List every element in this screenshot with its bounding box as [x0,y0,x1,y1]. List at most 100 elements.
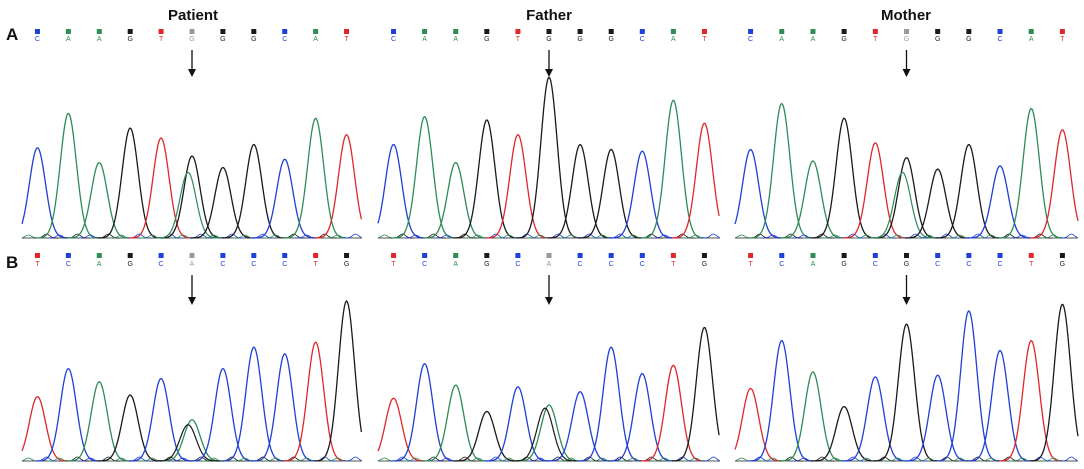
base-call-marker [872,253,878,258]
base-call-letter: G [702,261,707,268]
variant-arrow-icon [545,69,553,77]
trace-peak [811,117,876,239]
trace-peak [967,165,1032,239]
trace-peak [314,133,363,239]
row-label-a: A [6,25,18,44]
trace-peak [485,134,550,239]
base-call-marker [453,253,459,258]
column-title-father: Father [526,7,572,24]
base-call-letter: T [313,261,318,268]
base-call-letter: C [251,261,256,268]
base-call-marker [639,29,645,34]
base-call-letter: A [66,36,71,43]
variant-arrow-icon [188,69,196,77]
trace-peak [516,76,581,239]
base-call-letter: A [453,261,458,268]
base-call-letter: G [251,36,256,43]
base-call-letter: C [282,36,287,43]
base-call-marker [484,253,490,258]
trace-secondary-peak [155,424,220,462]
trace-peak [998,107,1063,239]
trace-peak [734,148,783,239]
base-call-marker [391,253,397,258]
base-call-letter: C [748,36,753,43]
trace-peak [874,157,939,239]
base-call-letter: G [127,36,132,43]
base-call-marker [701,253,707,258]
base-call-letter: G [344,261,349,268]
trace-peak [1029,129,1079,239]
trace-noise [343,456,362,462]
base-call-letter: A [811,36,816,43]
trace-noise [701,456,720,462]
base-call-marker [96,29,102,34]
base-call-marker [158,253,164,258]
base-call-letter: C [966,261,971,268]
trace-peak [190,166,255,239]
base-call-marker [841,253,847,258]
variant-arrow-icon [902,297,911,305]
base-call-letter: A [671,36,676,43]
base-call-marker [1059,29,1065,34]
base-call-marker [779,29,785,34]
base-call-letter: A [547,261,552,268]
trace-peak [640,364,706,462]
trace-noise [1059,233,1078,239]
base-call-marker [251,29,257,34]
trace-peak [377,144,426,239]
trace-peak [811,405,876,462]
base-call-letter: T [1060,36,1065,43]
base-call-letter: T [344,36,349,43]
base-call-marker [779,253,785,258]
base-call-marker [344,29,350,34]
trace-peak [749,340,814,462]
base-call-letter: C [998,261,1003,268]
base-call-marker [748,253,754,258]
base-call-letter: C [159,261,164,268]
base-call-letter: C [422,261,427,268]
trace-peak [609,372,674,462]
base-call-marker [966,253,972,258]
trace-peak [36,112,101,239]
base-call-marker [65,29,71,34]
base-call-letter: G [484,261,489,268]
base-call-letter: A [97,261,102,268]
base-call-letter: T [702,36,707,43]
base-call-marker [344,253,350,258]
trace-peak [749,102,814,239]
base-call-letter: C [578,261,583,268]
trace-peak [21,147,70,239]
trace-peak [190,367,255,462]
base-call-letter: T [516,36,521,43]
base-call-marker [546,29,552,34]
base-call-marker [127,29,133,34]
base-call-marker [65,253,71,258]
base-call-letter: C [640,36,645,43]
base-call-marker [251,253,257,258]
base-call-letter: T [1029,261,1034,268]
base-call-marker [313,253,319,258]
base-call-marker [484,29,490,34]
base-call-letter: T [873,36,878,43]
base-call-marker [608,29,614,34]
base-call-letter: G [220,36,225,43]
trace-secondary-peak [155,171,220,239]
base-call-letter: C [282,261,287,268]
base-call-letter: C [220,261,225,268]
trace-noise [701,233,720,239]
base-call-letter: T [391,261,396,268]
base-call-marker [422,29,428,34]
trace-noise [343,233,362,239]
base-call-marker [282,29,288,34]
base-call-letter: A [453,36,458,43]
base-call-letter: C [35,36,40,43]
base-call-marker [546,253,552,258]
trace-peak [998,340,1063,462]
base-call-letter: C [609,261,614,268]
base-call-marker [935,253,941,258]
base-call-marker [935,29,941,34]
base-call-letter: G [841,261,846,268]
base-call-marker [220,29,226,34]
